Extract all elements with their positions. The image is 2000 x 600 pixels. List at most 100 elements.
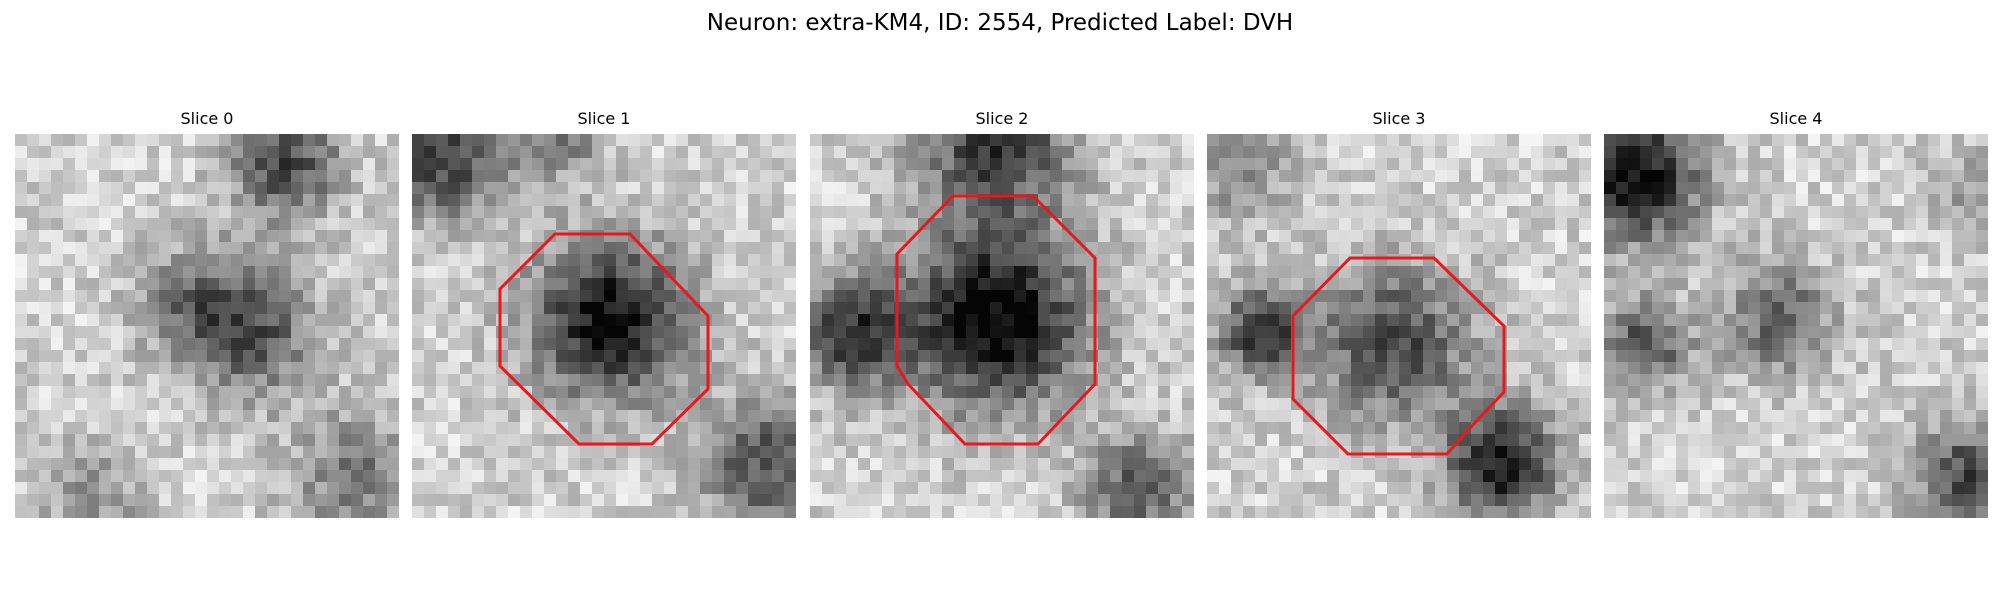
pixel-cell bbox=[556, 398, 568, 410]
pixel-cell bbox=[1447, 302, 1459, 314]
pixel-cell bbox=[882, 290, 894, 302]
pixel-cell bbox=[1158, 506, 1170, 518]
pixel-cell bbox=[1531, 206, 1543, 218]
pixel-cell bbox=[1243, 422, 1255, 434]
pixel-cell bbox=[906, 446, 918, 458]
pixel-cell bbox=[1158, 242, 1170, 254]
pixel-cell bbox=[1110, 482, 1122, 494]
pixel-cell bbox=[99, 506, 111, 518]
pixel-cell bbox=[1411, 446, 1423, 458]
pixel-cell bbox=[1110, 302, 1122, 314]
pixel-cell bbox=[1616, 254, 1628, 266]
pixel-cell bbox=[460, 314, 472, 326]
pixel-cell bbox=[846, 266, 858, 278]
pixel-cell bbox=[1050, 254, 1062, 266]
pixel-cell bbox=[520, 278, 532, 290]
pixel-cell bbox=[1146, 374, 1158, 386]
pixel-cell bbox=[291, 506, 303, 518]
pixel-cell bbox=[1604, 314, 1616, 326]
pixel-cell bbox=[1038, 482, 1050, 494]
pixel-cell bbox=[1207, 134, 1219, 146]
pixel-cell bbox=[834, 458, 846, 470]
pixel-cell bbox=[339, 158, 351, 170]
pixel-cell bbox=[1784, 398, 1796, 410]
pixel-cell bbox=[846, 278, 858, 290]
pixel-cell bbox=[1255, 338, 1267, 350]
pixel-cell bbox=[1134, 458, 1146, 470]
pixel-cell bbox=[1351, 254, 1363, 266]
pixel-cell bbox=[1050, 302, 1062, 314]
pixel-cell bbox=[315, 146, 327, 158]
pixel-cell bbox=[1676, 314, 1688, 326]
pixel-cell bbox=[1134, 434, 1146, 446]
pixel-cell bbox=[183, 434, 195, 446]
pixel-cell bbox=[183, 242, 195, 254]
pixel-cell bbox=[1567, 362, 1579, 374]
pixel-cell bbox=[39, 158, 51, 170]
pixel-cell bbox=[882, 494, 894, 506]
pixel-cell bbox=[15, 506, 27, 518]
pixel-cell bbox=[1495, 398, 1507, 410]
pixel-cell bbox=[520, 170, 532, 182]
pixel-cell bbox=[556, 182, 568, 194]
pixel-cell bbox=[315, 374, 327, 386]
pixel-cell bbox=[1339, 194, 1351, 206]
pixel-cell bbox=[436, 326, 448, 338]
pixel-cell bbox=[1303, 422, 1315, 434]
pixel-cell bbox=[1940, 230, 1952, 242]
pixel-cell bbox=[1543, 314, 1555, 326]
pixel-cell bbox=[255, 242, 267, 254]
pixel-cell bbox=[1976, 218, 1988, 230]
pixel-cell bbox=[424, 170, 436, 182]
pixel-cell bbox=[1940, 254, 1952, 266]
pixel-cell bbox=[1062, 398, 1074, 410]
pixel-cell bbox=[1110, 398, 1122, 410]
pixel-cell bbox=[990, 338, 1002, 350]
pixel-cell bbox=[822, 362, 834, 374]
pixel-cell bbox=[436, 482, 448, 494]
pixel-cell bbox=[1940, 422, 1952, 434]
pixel-cell bbox=[387, 398, 399, 410]
pixel-cell bbox=[111, 218, 123, 230]
pixel-cell bbox=[906, 290, 918, 302]
pixel-cell bbox=[363, 338, 375, 350]
pixel-cell bbox=[1399, 482, 1411, 494]
pixel-cell bbox=[1616, 158, 1628, 170]
pixel-cell bbox=[351, 134, 363, 146]
pixel-cell bbox=[1952, 278, 1964, 290]
pixel-cell bbox=[1567, 194, 1579, 206]
pixel-cell bbox=[628, 254, 640, 266]
pixel-cell bbox=[472, 230, 484, 242]
pixel-cell bbox=[1543, 182, 1555, 194]
pixel-cell bbox=[436, 278, 448, 290]
pixel-cell bbox=[1363, 506, 1375, 518]
pixel-cell bbox=[592, 326, 604, 338]
pixel-cell bbox=[1315, 242, 1327, 254]
pixel-cell bbox=[990, 206, 1002, 218]
pixel-cell bbox=[99, 326, 111, 338]
pixel-cell bbox=[484, 398, 496, 410]
pixel-cell bbox=[772, 338, 784, 350]
pixel-cell bbox=[894, 194, 906, 206]
pixel-cell bbox=[724, 302, 736, 314]
pixel-cell bbox=[978, 446, 990, 458]
pixel-cell bbox=[1808, 386, 1820, 398]
pixel-cell bbox=[1507, 362, 1519, 374]
pixel-cell bbox=[1796, 434, 1808, 446]
pixel-cell bbox=[351, 254, 363, 266]
pixel-cell bbox=[1351, 350, 1363, 362]
pixel-cell bbox=[712, 206, 724, 218]
pixel-cell bbox=[772, 242, 784, 254]
pixel-cell bbox=[1435, 278, 1447, 290]
pixel-cell bbox=[954, 326, 966, 338]
pixel-cell bbox=[267, 230, 279, 242]
pixel-cell bbox=[1375, 134, 1387, 146]
pixel-cell bbox=[906, 506, 918, 518]
pixel-cell bbox=[1327, 398, 1339, 410]
pixel-cell bbox=[1375, 158, 1387, 170]
pixel-cell bbox=[1483, 482, 1495, 494]
pixel-cell bbox=[882, 338, 894, 350]
pixel-cell bbox=[1170, 350, 1182, 362]
pixel-cell bbox=[858, 470, 870, 482]
pixel-cell bbox=[1856, 338, 1868, 350]
